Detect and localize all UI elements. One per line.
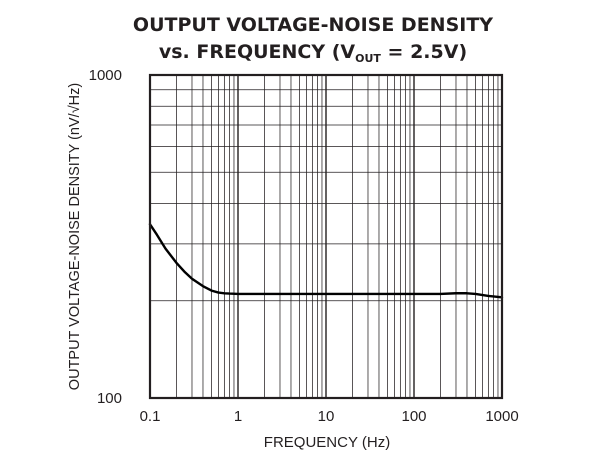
tick-labels: 0.1 1 10 100 1000 100 1000 (89, 67, 519, 425)
chart-title-line2-prefix: vs. FREQUENCY (V (159, 41, 356, 63)
y-axis-label: OUTPUT VOLTAGE-NOISE DENSITY (nV/√Hz) (67, 83, 83, 390)
y-tick-label: 1000 (89, 67, 122, 84)
x-tick-label: 10 (318, 408, 335, 425)
chart-title-line2: vs. FREQUENCY (VOUT = 2.5V) (159, 41, 467, 65)
series-line-1 (148, 223, 504, 299)
y-tick-label: 100 (97, 390, 122, 407)
x-tick-label: 100 (401, 408, 426, 425)
x-tick-label: 1000 (485, 408, 518, 425)
plot-frame (148, 73, 504, 400)
x-tick-label: 0.1 (140, 408, 161, 425)
chart-title-line1: OUTPUT VOLTAGE-NOISE DENSITY (133, 14, 493, 36)
series-layer (148, 223, 504, 299)
x-tick-label: 1 (234, 408, 242, 425)
x-axis-label: FREQUENCY (Hz) (264, 434, 390, 451)
grid (149, 75, 502, 399)
chart-title-line2-suffix: = 2.5V) (381, 41, 467, 63)
chart-title-line2-subscript: OUT (355, 52, 381, 65)
